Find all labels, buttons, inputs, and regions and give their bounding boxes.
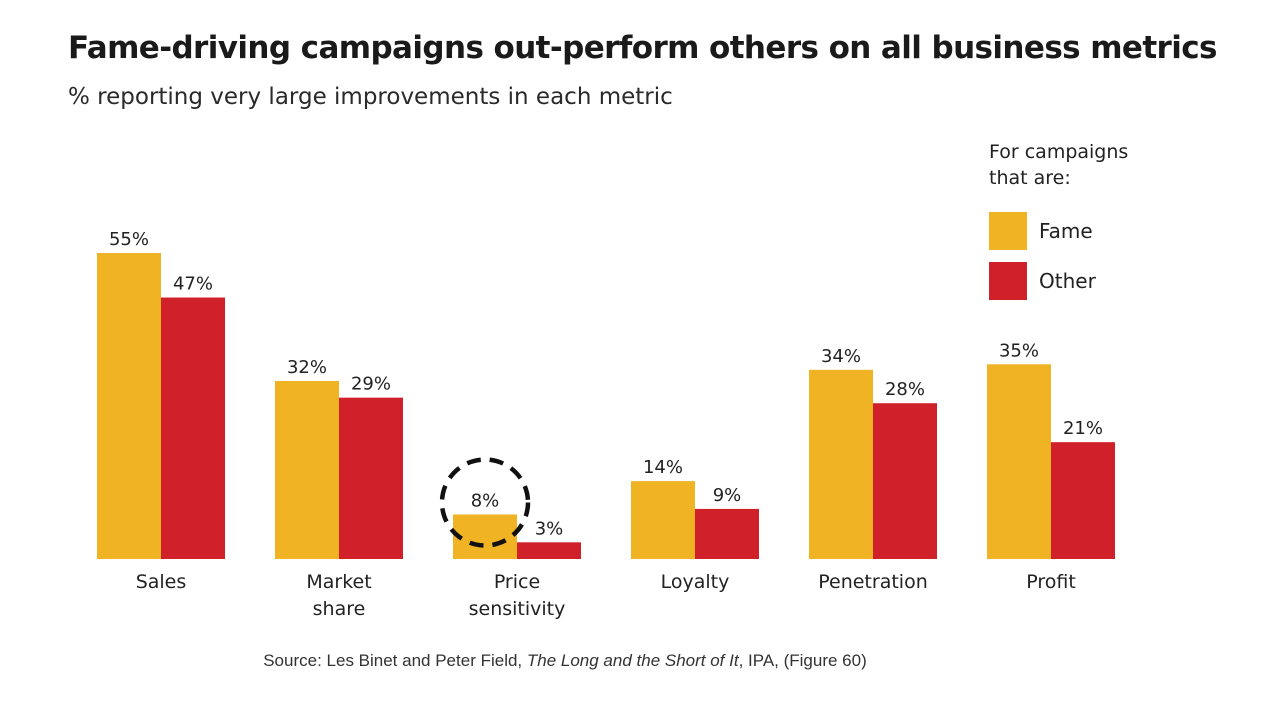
category-label-penetration: Penetration: [818, 571, 928, 593]
category-label-sales: Sales: [136, 571, 187, 593]
category-label-price-sensitivity-line2: sensitivity: [469, 598, 566, 620]
chart-subtitle: % reporting very large improvements in e…: [68, 84, 673, 110]
data-label-profit-other: 21%: [1063, 418, 1103, 439]
category-label-market-share-line1: Market: [306, 571, 371, 593]
source-book-title: The Long and the Short of It: [526, 651, 739, 670]
legend-title: For campaigns that are:: [989, 139, 1169, 191]
category-label-price-sensitivity-line1: Price: [494, 571, 540, 593]
bar-loyalty-fame: [631, 481, 695, 559]
data-label-price-sensitivity-fame: 8%: [471, 490, 500, 511]
legend-item-fame: Fame: [989, 211, 1093, 251]
category-label-loyalty: Loyalty: [661, 571, 730, 593]
legend-item-other: Other: [989, 261, 1096, 301]
legend-label-other: Other: [1039, 269, 1096, 293]
legend-title-line2: that are:: [989, 167, 1071, 189]
highlight-circle: [439, 457, 531, 548]
data-label-price-sensitivity-other: 3%: [535, 518, 564, 539]
bar-sales-other: [161, 297, 225, 559]
data-label-profit-fame: 35%: [999, 340, 1039, 361]
data-label-loyalty-other: 9%: [713, 485, 742, 506]
data-label-market-share-other: 29%: [351, 374, 391, 395]
chart-title: Fame-driving campaigns out-perform other…: [68, 30, 1218, 66]
bar-profit-other: [1051, 442, 1115, 559]
bar-price-sensitivity-fame: [453, 514, 517, 559]
source-prefix: Source: Les Binet and Peter Field,: [263, 651, 527, 670]
data-label-sales-fame: 55%: [109, 229, 149, 250]
bar-loyalty-other: [695, 508, 759, 559]
legend-label-fame: Fame: [1039, 219, 1093, 243]
bar-sales-fame: [97, 253, 161, 559]
bar-penetration-other: [873, 403, 937, 559]
source-suffix: , IPA, (Figure 60): [738, 651, 867, 670]
data-label-loyalty-fame: 14%: [643, 457, 683, 478]
data-label-penetration-other: 28%: [885, 379, 925, 400]
bar-market-share-other: [339, 397, 403, 559]
source-note: Source: Les Binet and Peter Field, The L…: [0, 651, 1130, 671]
category-label-market-share-line2: share: [313, 598, 366, 620]
data-label-sales-other: 47%: [173, 274, 213, 295]
category-label-profit: Profit: [1026, 571, 1076, 593]
bar-profit-fame: [987, 364, 1051, 559]
legend-swatch-fame: [989, 212, 1027, 250]
data-label-penetration-fame: 34%: [821, 346, 861, 367]
data-label-market-share-fame: 32%: [287, 357, 327, 378]
bar-penetration-fame: [809, 369, 873, 559]
bar-market-share-fame: [275, 380, 339, 559]
legend-title-line1: For campaigns: [989, 141, 1129, 163]
bar-price-sensitivity-other: [517, 542, 581, 559]
legend-swatch-other: [989, 262, 1027, 300]
